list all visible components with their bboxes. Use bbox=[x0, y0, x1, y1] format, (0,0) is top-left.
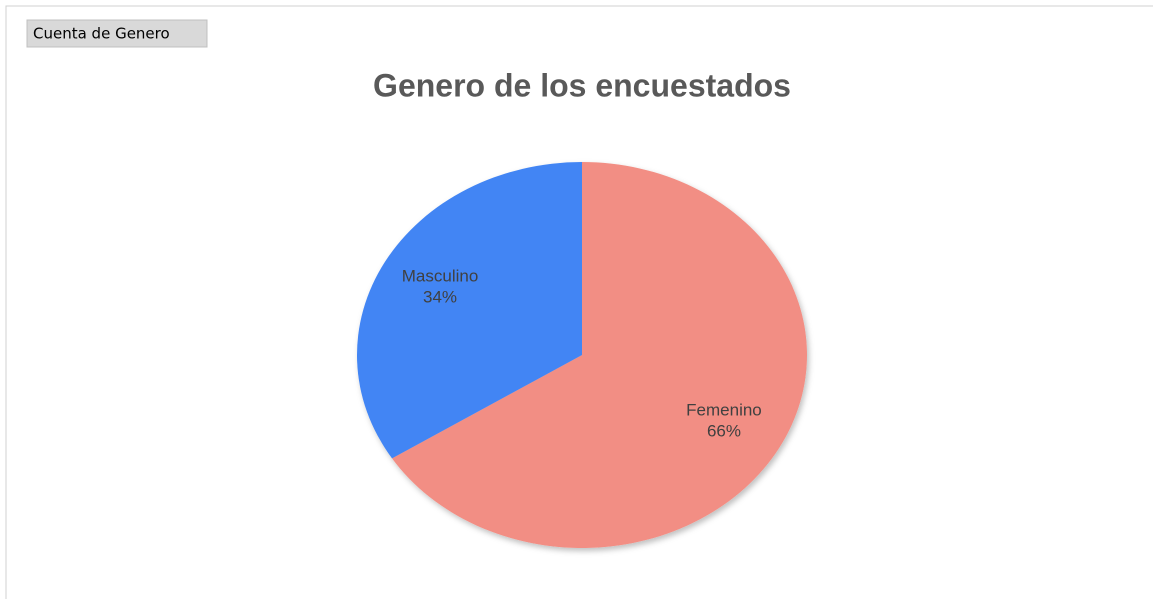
pie-slice bbox=[357, 162, 582, 459]
data-label-value: 66% bbox=[707, 421, 741, 440]
frame bbox=[5, 5, 1153, 599]
data-label-value: 34% bbox=[423, 288, 457, 307]
data-label-name: Masculino bbox=[402, 267, 479, 286]
field-button-label: Cuenta de Genero bbox=[33, 25, 170, 43]
field-button[interactable] bbox=[26, 19, 208, 48]
pie-slice bbox=[392, 162, 808, 549]
data-label-name: Femenino bbox=[686, 400, 762, 419]
pie bbox=[357, 162, 808, 549]
chart-title: Genero de los encuestados bbox=[373, 67, 791, 103]
